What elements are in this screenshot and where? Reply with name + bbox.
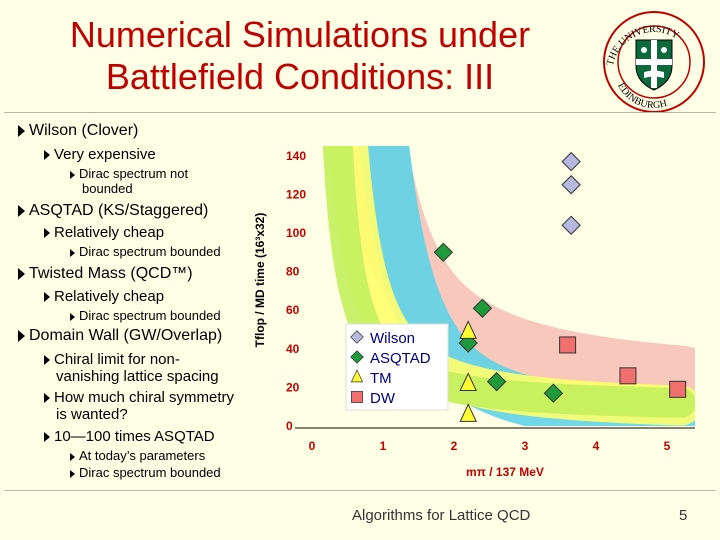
y-tick-label: 80 [286,265,300,279]
data-point-tm [459,372,477,392]
data-point-dw [619,367,637,385]
bullet-arrow-icon [70,312,75,321]
bullet-item: How much chiral symmetry [44,389,234,406]
bullet-text: vanishing lattice spacing [56,368,219,385]
bullet-arrow-icon [18,204,25,217]
data-point-asqtad [472,298,493,318]
bullet-arrow-icon [44,432,50,443]
bullet-item: Relatively cheap [44,288,164,305]
bullet-item: bounded [82,181,133,196]
slide-title: Numerical Simulations under Battlefield … [20,14,580,98]
bullet-arrow-icon [44,292,50,303]
bullet-text: Dirac spectrum not [79,166,189,181]
data-point-wilson [561,175,581,195]
x-tick-label: 0 [309,439,316,453]
x-tick-label: 3 [522,439,529,453]
bullet-text: Dirac spectrum bounded [79,308,221,323]
bullet-arrow-icon [18,267,25,280]
x-tick-label: 5 [664,439,671,453]
data-point-wilson [561,215,581,235]
bullet-arrow-icon [44,150,50,161]
bullet-text: Relatively cheap [54,224,165,241]
legend-swatch [350,350,364,364]
y-tick-label: 100 [286,226,306,240]
x-axis-label: mπ / 137 MeV [466,465,544,479]
university-logo: THE UNIVERSITY EDINBURGH [603,11,705,113]
bullet-arrow-icon [18,124,25,137]
chart-legend: Wilson ASQTAD TM DW [345,323,449,411]
footer-divider [4,490,716,491]
data-point-asqtad [486,371,507,392]
legend-label: DW [370,390,396,407]
x-tick-label: 2 [451,439,458,453]
data-point-tm [459,403,477,422]
bullet-text: ASQTAD (KS/Staggered) [29,202,209,219]
bullet-text: Dirac spectrum bounded [79,244,221,259]
bullet-item: Dirac spectrum not [70,166,188,181]
data-point-asqtad [433,242,454,263]
bullet-item: Very expensive [44,146,156,163]
bullet-item: vanishing lattice spacing [56,368,219,385]
bullet-item: Dirac spectrum bounded [70,308,221,323]
legend-box [345,323,449,411]
bullet-item: Wilson (Clover) [18,122,138,140]
legend-swatch [351,391,363,403]
x-tick-label: 1 [380,439,387,453]
bullet-item: Dirac spectrum bounded [70,465,221,480]
bullet-item: ASQTAD (KS/Staggered) [18,202,208,220]
bullet-text: Relatively cheap [54,288,165,305]
bullet-item: Domain Wall (GW/Overlap) [18,327,222,345]
title-line-2: Battlefield Conditions: III [105,56,495,97]
bullet-text: Twisted Mass (QCD™) [29,265,193,282]
legend-swatch [350,330,364,344]
bullet-item: At today’s parameters [70,448,205,463]
title-divider [4,112,716,113]
bullet-arrow-icon [44,228,50,239]
y-tick-label: 20 [286,380,300,394]
performance-chart: 0 1 2 3 4 5 0 20 40 60 80 100 120 140 Wilson ASQTAD TM D… [253,146,695,479]
bullet-text: At today’s parameters [79,448,206,463]
bullet-text: 10—100 times ASQTAD [54,428,215,445]
data-point-tm [459,320,477,339]
legend-label: ASQTAD [370,350,431,367]
bullet-text: is wanted? [56,406,128,423]
data-point-dw [669,380,687,398]
bullet-item: Relatively cheap [44,224,164,241]
bullet-item: Chiral limit for non- [44,351,180,368]
y-tick-label: 60 [286,303,300,317]
legend-label: Wilson [370,330,415,347]
bullet-item: is wanted? [56,406,128,423]
bullet-text: Dirac spectrum bounded [79,465,221,480]
title-line-1: Numerical Simulations under [69,14,531,55]
x-tick-label: 4 [593,439,600,453]
y-axis-label: Tflop / MD time (16³x32) [253,213,267,348]
legend-swatch [350,369,364,383]
bullet-text: Chiral limit for non- [54,351,180,368]
footer-text: Algorithms for Lattice QCD [352,507,531,524]
bullet-text: Domain Wall (GW/Overlap) [29,327,223,344]
bullet-arrow-icon [70,170,75,179]
bullet-text: Very expensive [54,146,156,163]
bullet-item: 10—100 times ASQTAD [44,428,215,445]
bullet-text: Wilson (Clover) [29,122,139,139]
bullet-arrow-icon [70,248,75,257]
data-point-asqtad [543,383,564,403]
page-number: 5 [679,507,688,524]
y-tick-label: 0 [286,419,293,433]
bullet-arrow-icon [44,355,50,366]
bullet-arrow-icon [18,329,25,342]
y-tick-label: 140 [286,149,306,163]
bullet-arrow-icon [70,469,75,478]
y-tick-label: 120 [286,187,306,201]
bullet-text: bounded [82,181,133,196]
data-point-dw [559,336,577,354]
bullet-arrow-icon [70,452,75,461]
y-tick-label: 40 [286,342,300,356]
legend-label: TM [370,370,392,387]
bullet-item: Dirac spectrum bounded [70,244,221,259]
bullet-text: How much chiral symmetry [54,389,235,406]
bullet-arrow-icon [44,393,50,404]
bullet-item: Twisted Mass (QCD™) [18,265,193,283]
data-point-wilson [561,151,581,172]
